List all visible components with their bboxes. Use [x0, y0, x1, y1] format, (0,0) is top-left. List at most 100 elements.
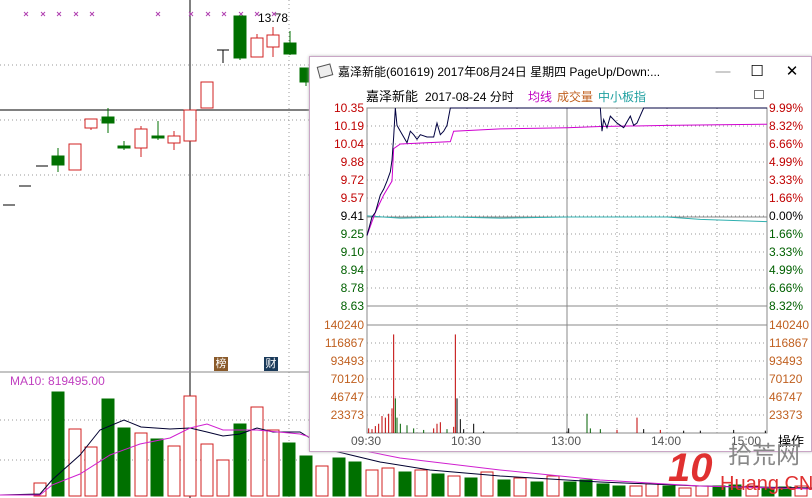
candle-body	[68, 143, 82, 171]
volume-bar	[447, 475, 461, 497]
volume-bar	[68, 428, 82, 497]
restore-panel-icon[interactable]	[754, 90, 764, 99]
marker-icon	[221, 11, 227, 17]
volume-bar	[365, 469, 379, 497]
volume-bar	[612, 485, 626, 497]
volume-bar	[645, 483, 659, 497]
volume-axis-label: 46747	[769, 390, 803, 404]
marker-icon	[155, 11, 161, 17]
ma10-line	[0, 423, 812, 496]
candle-body	[266, 34, 280, 48]
time-axis-label: 09:30	[351, 434, 382, 448]
marker-icon	[254, 11, 260, 17]
volume-legend[interactable]: 成交量	[557, 90, 594, 104]
window-title: 嘉泽新能(601619) 2017年08月24日 星期四 PageUp/Down…	[338, 65, 661, 79]
marker-icon	[188, 11, 194, 17]
ma5-line	[0, 419, 812, 496]
price-line	[366, 107, 767, 236]
maximize-button[interactable]: ☐	[750, 63, 764, 80]
volume-bar	[678, 487, 692, 497]
volume-bar	[315, 465, 329, 497]
watermark-en: Huang.CN	[720, 473, 812, 495]
percent-axis-label: 1.66%	[769, 227, 804, 241]
close-button[interactable]: ✕	[785, 63, 799, 80]
percent-axis-label: 8.32%	[769, 299, 804, 313]
volume-bar	[480, 471, 494, 497]
volume-bar	[200, 443, 214, 497]
volume-axis-label: 70120	[769, 372, 803, 386]
price-axis-label: 9.10	[340, 245, 364, 259]
title-bar[interactable]: 嘉泽新能(601619) 2017年08月24日 星期四 PageUp/Down…	[310, 57, 811, 87]
intraday-popup-window[interactable]: 嘉泽新能(601619) 2017年08月24日 星期四 PageUp/Down…	[309, 56, 812, 452]
volume-axis-label: 23373	[330, 408, 364, 422]
price-axis-label: 8.63	[340, 299, 364, 313]
volume-bar	[662, 485, 676, 497]
time-axis-label: 13:00	[551, 434, 582, 448]
marker-icon	[205, 11, 211, 17]
volume-bar	[84, 446, 98, 497]
volume-bar	[728, 484, 742, 497]
watermark-logo: 10	[668, 446, 713, 490]
marker-icon	[40, 11, 46, 17]
volume-axis-label: 116867	[324, 336, 364, 350]
price-axis-label: 10.04	[333, 137, 364, 151]
index-line	[366, 215, 768, 223]
percent-axis-label: 9.99%	[769, 101, 804, 115]
candle-body	[233, 15, 247, 59]
price-axis-label: 8.78	[340, 281, 364, 295]
volume-bar	[629, 485, 643, 497]
avg-line-legend[interactable]: 均线	[528, 90, 553, 104]
volume-axis-label: 46747	[330, 390, 364, 404]
candle-body	[51, 155, 65, 166]
volume-bar	[497, 479, 511, 497]
index-legend[interactable]: 中小板指	[598, 90, 647, 104]
volume-bar	[745, 485, 759, 497]
app-icon	[316, 63, 334, 79]
volume-bar	[233, 423, 247, 497]
minimize-button[interactable]: —	[715, 63, 731, 80]
percent-axis-label: 3.33%	[769, 173, 804, 187]
volume-bar	[381, 467, 395, 497]
percent-axis-label: 0.00%	[769, 209, 804, 223]
volume-bar	[299, 455, 313, 497]
volume-axis-label: 140240	[323, 318, 364, 332]
volume-bar	[563, 481, 577, 497]
date-mode: 2017-08-24 分时	[425, 90, 514, 104]
price-axis-label: 9.41	[340, 209, 364, 223]
volume-bar	[513, 477, 527, 497]
volume-bar	[266, 429, 280, 497]
time-axis-label: 10:30	[451, 434, 482, 448]
volume-bar	[282, 442, 296, 497]
volume-bar	[596, 483, 610, 497]
volume-bar	[117, 427, 131, 497]
action-button[interactable]: 操作	[778, 434, 805, 449]
percent-axis-label: 6.66%	[769, 137, 804, 151]
volume-axis-label: 116867	[769, 336, 809, 350]
volume-bar	[101, 398, 115, 497]
volume-bar	[250, 406, 264, 497]
candle-body	[183, 109, 197, 142]
candle-body	[117, 145, 131, 149]
candle-body	[151, 135, 165, 139]
price-axis-label: 9.57	[340, 191, 364, 205]
percent-axis-label: 1.66%	[769, 191, 804, 205]
volume-bar	[183, 395, 197, 497]
ma10-label: MA10: 819495.00	[10, 374, 105, 388]
volume-bar	[332, 457, 346, 497]
volume-bar	[579, 479, 593, 497]
price-axis-label: 9.72	[340, 173, 364, 187]
intraday-chart	[366, 107, 768, 434]
price-axis-label: 9.25	[340, 227, 364, 241]
volume-bar	[51, 391, 65, 497]
volume-axis-label: 93493	[769, 354, 803, 368]
volume-bar	[216, 459, 230, 497]
rank-tag-icon[interactable]: 榜	[214, 357, 228, 371]
finance-tag-icon[interactable]: 财	[264, 357, 278, 371]
volume-bar	[134, 432, 148, 497]
volume-bar	[464, 477, 478, 497]
candle-body	[250, 37, 264, 58]
marker-icon	[56, 11, 62, 17]
candle-body	[101, 116, 115, 124]
stock-name: 嘉泽新能	[366, 89, 419, 104]
